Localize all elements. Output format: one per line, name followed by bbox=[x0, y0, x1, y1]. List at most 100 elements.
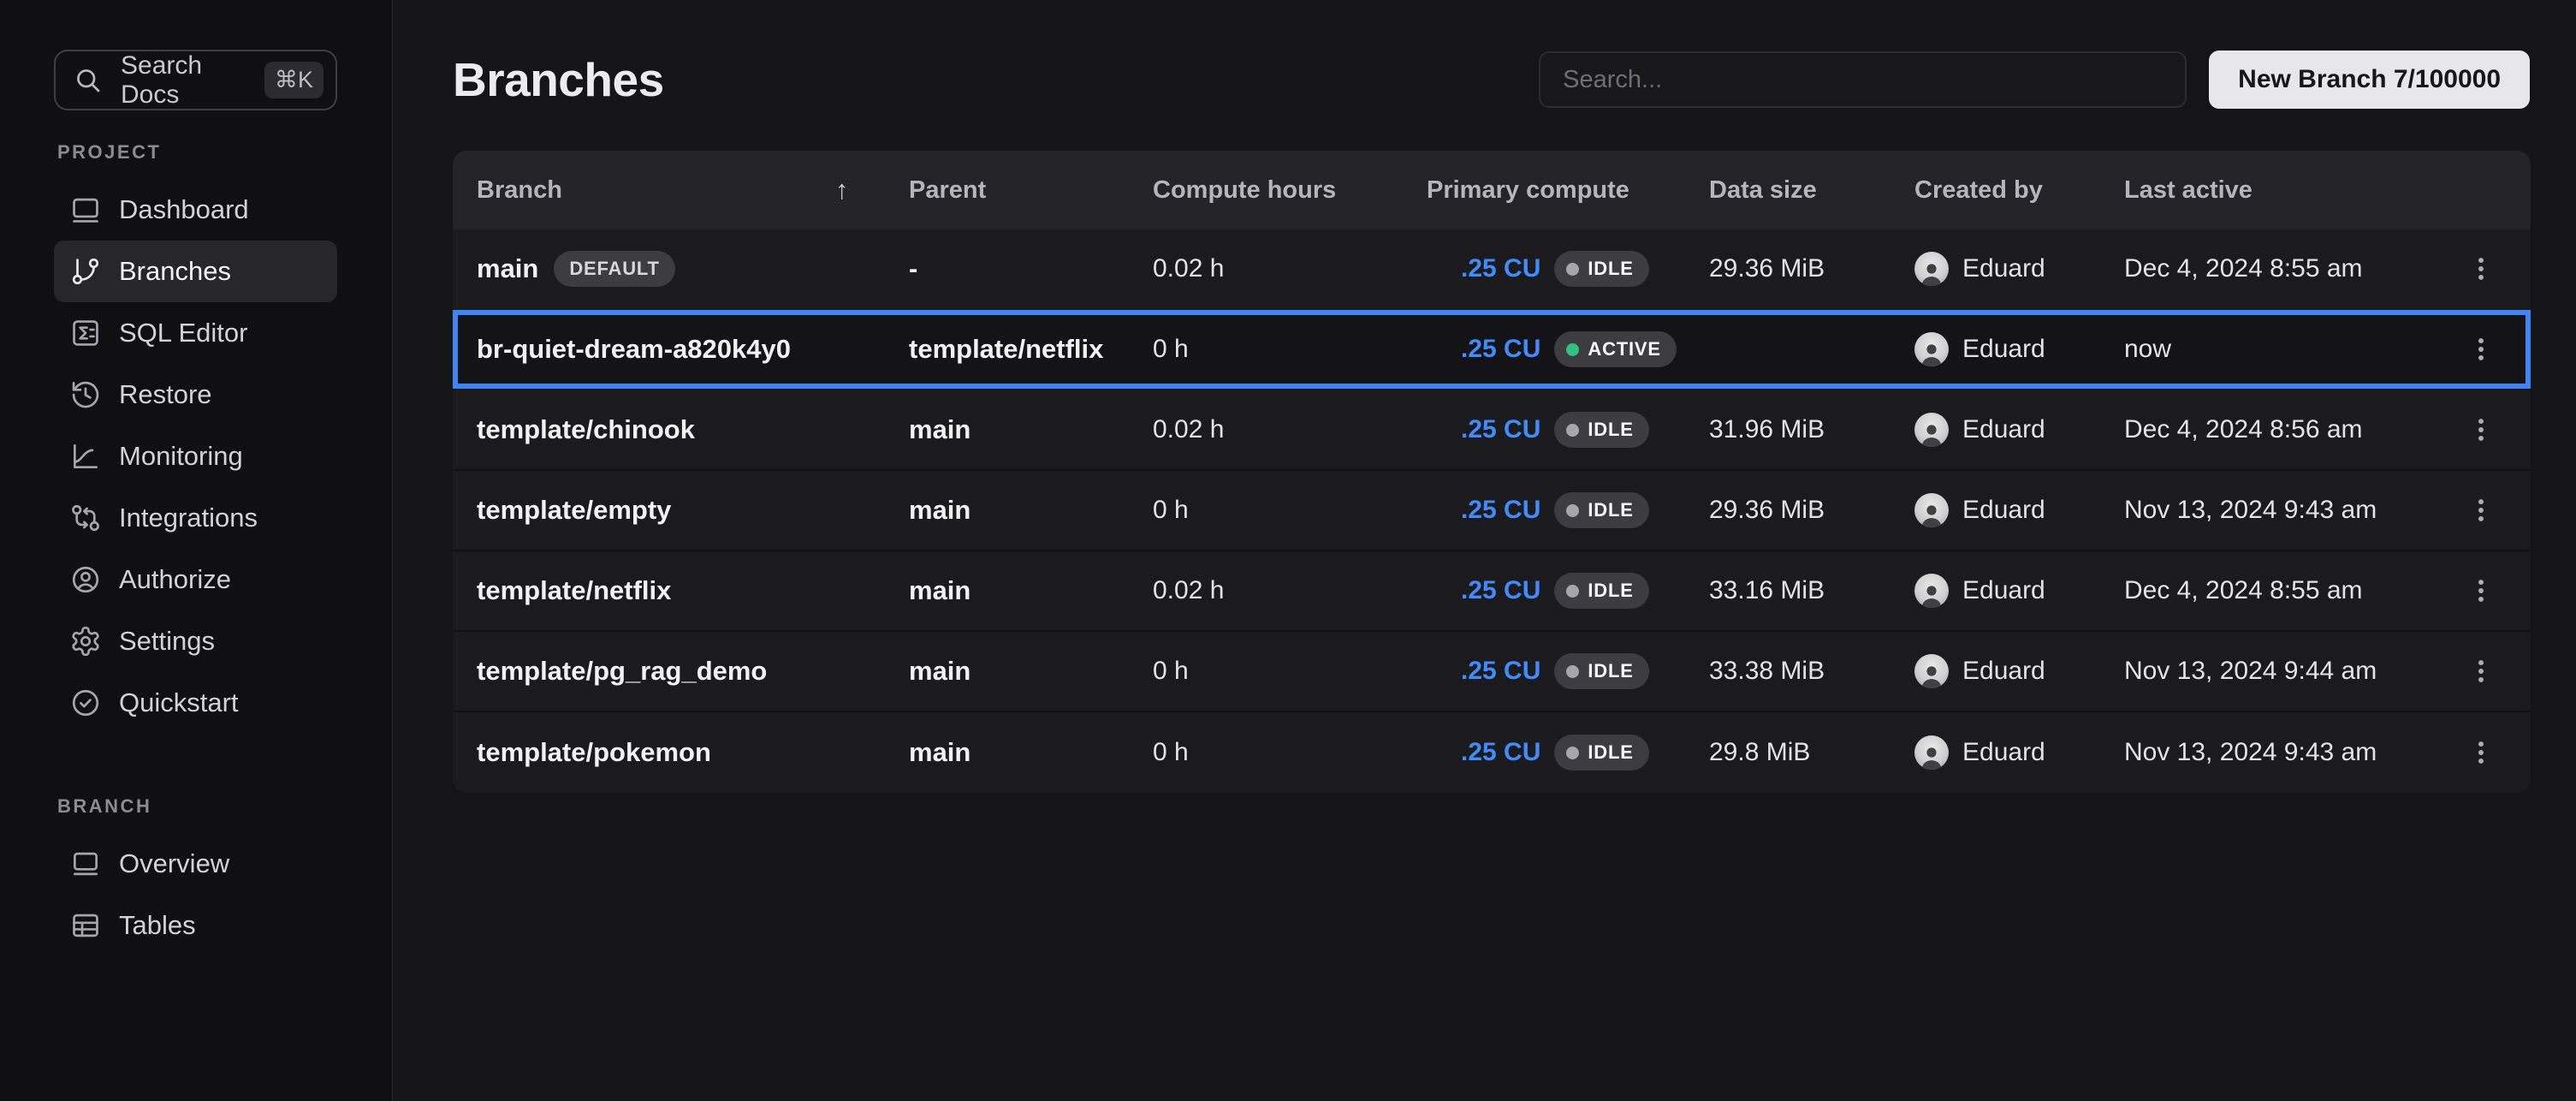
compute-hours: 0 h bbox=[1153, 335, 1189, 363]
status-label: IDLE bbox=[1588, 580, 1634, 601]
sidebar-item-overview[interactable]: Overview bbox=[54, 833, 337, 895]
compute-units-link[interactable]: .25 CU bbox=[1461, 657, 1541, 685]
column-header-created-by[interactable]: Created by bbox=[1914, 176, 2043, 204]
column-header-last-active[interactable]: Last active bbox=[2124, 176, 2253, 204]
created-by-name: Eduard bbox=[1962, 496, 2045, 524]
sidebar-item-settings[interactable]: Settings bbox=[54, 610, 337, 672]
sidebar-item-restore[interactable]: Restore bbox=[54, 364, 337, 426]
parent-branch: template/netflix bbox=[909, 334, 1104, 364]
row-actions-button[interactable] bbox=[2457, 729, 2505, 777]
last-active: Dec 4, 2024 8:56 am bbox=[2124, 415, 2363, 443]
created-by-name: Eduard bbox=[1962, 254, 2045, 283]
status-dot-icon bbox=[1566, 746, 1580, 759]
compute-units-link[interactable]: .25 CU bbox=[1461, 415, 1541, 443]
branch-name: template/netflix bbox=[477, 575, 672, 605]
kebab-icon bbox=[2478, 741, 2484, 764]
table-row[interactable]: template/empty main 0 h .25 CU IDLE 29.3… bbox=[453, 471, 2531, 551]
sidebar-item-label: Restore bbox=[119, 379, 212, 409]
kebab-icon bbox=[2478, 338, 2484, 360]
branch-name: template/chinook bbox=[477, 414, 695, 444]
sidebar-item-dashboard[interactable]: Dashboard bbox=[54, 179, 337, 241]
sort-asc-icon: ↑ bbox=[835, 175, 849, 205]
sidebar-item-sql-editor[interactable]: SQL Editor bbox=[54, 302, 337, 364]
row-actions-button[interactable] bbox=[2457, 245, 2505, 293]
avatar bbox=[1914, 413, 1949, 447]
compute-units-link[interactable]: .25 CU bbox=[1461, 738, 1541, 766]
sidebar-item-label: Authorize bbox=[119, 564, 231, 594]
table-row[interactable]: template/pokemon main 0 h .25 CU IDLE 29… bbox=[453, 712, 2531, 793]
kebab-icon bbox=[2478, 258, 2484, 280]
status-badge: ACTIVE bbox=[1554, 331, 1677, 367]
sidebar-item-integrations[interactable]: Integrations bbox=[54, 487, 337, 549]
compute-units-link[interactable]: .25 CU bbox=[1461, 254, 1541, 283]
row-actions-button[interactable] bbox=[2457, 567, 2505, 615]
status-badge: IDLE bbox=[1554, 573, 1649, 609]
sidebar-item-label: Monitoring bbox=[119, 441, 243, 471]
kebab-icon bbox=[2478, 499, 2484, 521]
row-actions-button[interactable] bbox=[2457, 406, 2505, 454]
column-header-compute-hours[interactable]: Compute hours bbox=[1153, 176, 1337, 204]
status-label: IDLE bbox=[1588, 258, 1634, 279]
parent-branch: - bbox=[909, 253, 918, 283]
status-badge: IDLE bbox=[1554, 412, 1649, 448]
docs-search-label: Search Docs bbox=[121, 51, 203, 109]
status-dot-icon bbox=[1566, 342, 1580, 356]
sidebar-item-quickstart[interactable]: Quickstart bbox=[54, 672, 337, 734]
branches-table: Branch ↑ Parent Compute hours Primary co… bbox=[453, 151, 2531, 793]
column-header-primary-compute[interactable]: Primary compute bbox=[1427, 176, 1629, 204]
created-by-name: Eduard bbox=[1962, 335, 2045, 363]
compute-hours: 0.02 h bbox=[1153, 576, 1225, 604]
compute-units-link[interactable]: .25 CU bbox=[1461, 576, 1541, 604]
last-active: Dec 4, 2024 8:55 am bbox=[2124, 254, 2363, 283]
table-row[interactable]: main DEFAULT - 0.02 h .25 CU IDLE 29.36 … bbox=[453, 229, 2531, 310]
column-header-branch[interactable]: Branch ↑ bbox=[477, 175, 849, 205]
data-size: 33.38 MiB bbox=[1709, 657, 1825, 685]
table-row[interactable]: br-quiet-dream-a820k4y0 template/netflix… bbox=[453, 310, 2531, 390]
status-label: IDLE bbox=[1588, 741, 1634, 763]
avatar bbox=[1914, 735, 1949, 770]
new-branch-button[interactable]: New Branch 7/100000 bbox=[2209, 51, 2530, 109]
compute-units-link[interactable]: .25 CU bbox=[1461, 335, 1541, 363]
sidebar-item-authorize[interactable]: Authorize bbox=[54, 549, 337, 610]
last-active: now bbox=[2124, 335, 2172, 363]
branch-search-input[interactable] bbox=[1539, 51, 2187, 108]
user-circle-icon bbox=[72, 566, 99, 593]
gear-icon bbox=[72, 626, 99, 657]
status-dot-icon bbox=[1566, 584, 1580, 598]
parent-branch: main bbox=[909, 575, 971, 605]
table-icon bbox=[73, 914, 98, 937]
last-active: Nov 13, 2024 9:43 am bbox=[2124, 496, 2377, 524]
nav-section-label: PROJECT bbox=[57, 141, 162, 163]
sidebar-item-label: Settings bbox=[119, 626, 216, 656]
column-header-data-size[interactable]: Data size bbox=[1709, 176, 1817, 204]
docs-search-button[interactable]: Search Docs ⌘K bbox=[54, 50, 337, 110]
row-actions-button[interactable] bbox=[2457, 647, 2505, 695]
sidebar-item-label: Branches bbox=[119, 256, 231, 286]
parent-branch: main bbox=[909, 495, 971, 525]
row-actions-button[interactable] bbox=[2457, 325, 2505, 373]
branch-name: main bbox=[477, 253, 539, 283]
status-label: IDLE bbox=[1588, 660, 1634, 681]
status-label: ACTIVE bbox=[1588, 338, 1661, 360]
row-actions-button[interactable] bbox=[2457, 486, 2505, 534]
compute-hours: 0.02 h bbox=[1153, 254, 1225, 283]
data-size: 29.8 MiB bbox=[1709, 738, 1811, 766]
avatar bbox=[1914, 252, 1949, 286]
history-icon bbox=[72, 381, 99, 408]
integrations-icon bbox=[72, 504, 99, 532]
column-header-parent[interactable]: Parent bbox=[909, 176, 987, 204]
sidebar-item-label: Quickstart bbox=[119, 687, 239, 717]
page-title: Branches bbox=[453, 53, 664, 106]
sidebar-item-branches[interactable]: Branches bbox=[54, 241, 337, 302]
main-content: Branches New Branch 7/100000 Branch ↑ Pa… bbox=[394, 0, 2576, 1101]
compute-units-link[interactable]: .25 CU bbox=[1461, 496, 1541, 524]
search-icon bbox=[77, 68, 100, 92]
status-badge: IDLE bbox=[1554, 653, 1649, 689]
sidebar-item-monitoring[interactable]: Monitoring bbox=[54, 426, 337, 487]
table-row[interactable]: template/chinook main 0.02 h .25 CU IDLE… bbox=[453, 390, 2531, 471]
sidebar-item-tables[interactable]: Tables bbox=[54, 895, 337, 956]
table-row[interactable]: template/netflix main 0.02 h .25 CU IDLE… bbox=[453, 551, 2531, 632]
data-size: 29.36 MiB bbox=[1709, 254, 1825, 283]
table-row[interactable]: template/pg_rag_demo main 0 h .25 CU IDL… bbox=[453, 632, 2531, 712]
overview-icon bbox=[73, 852, 98, 876]
